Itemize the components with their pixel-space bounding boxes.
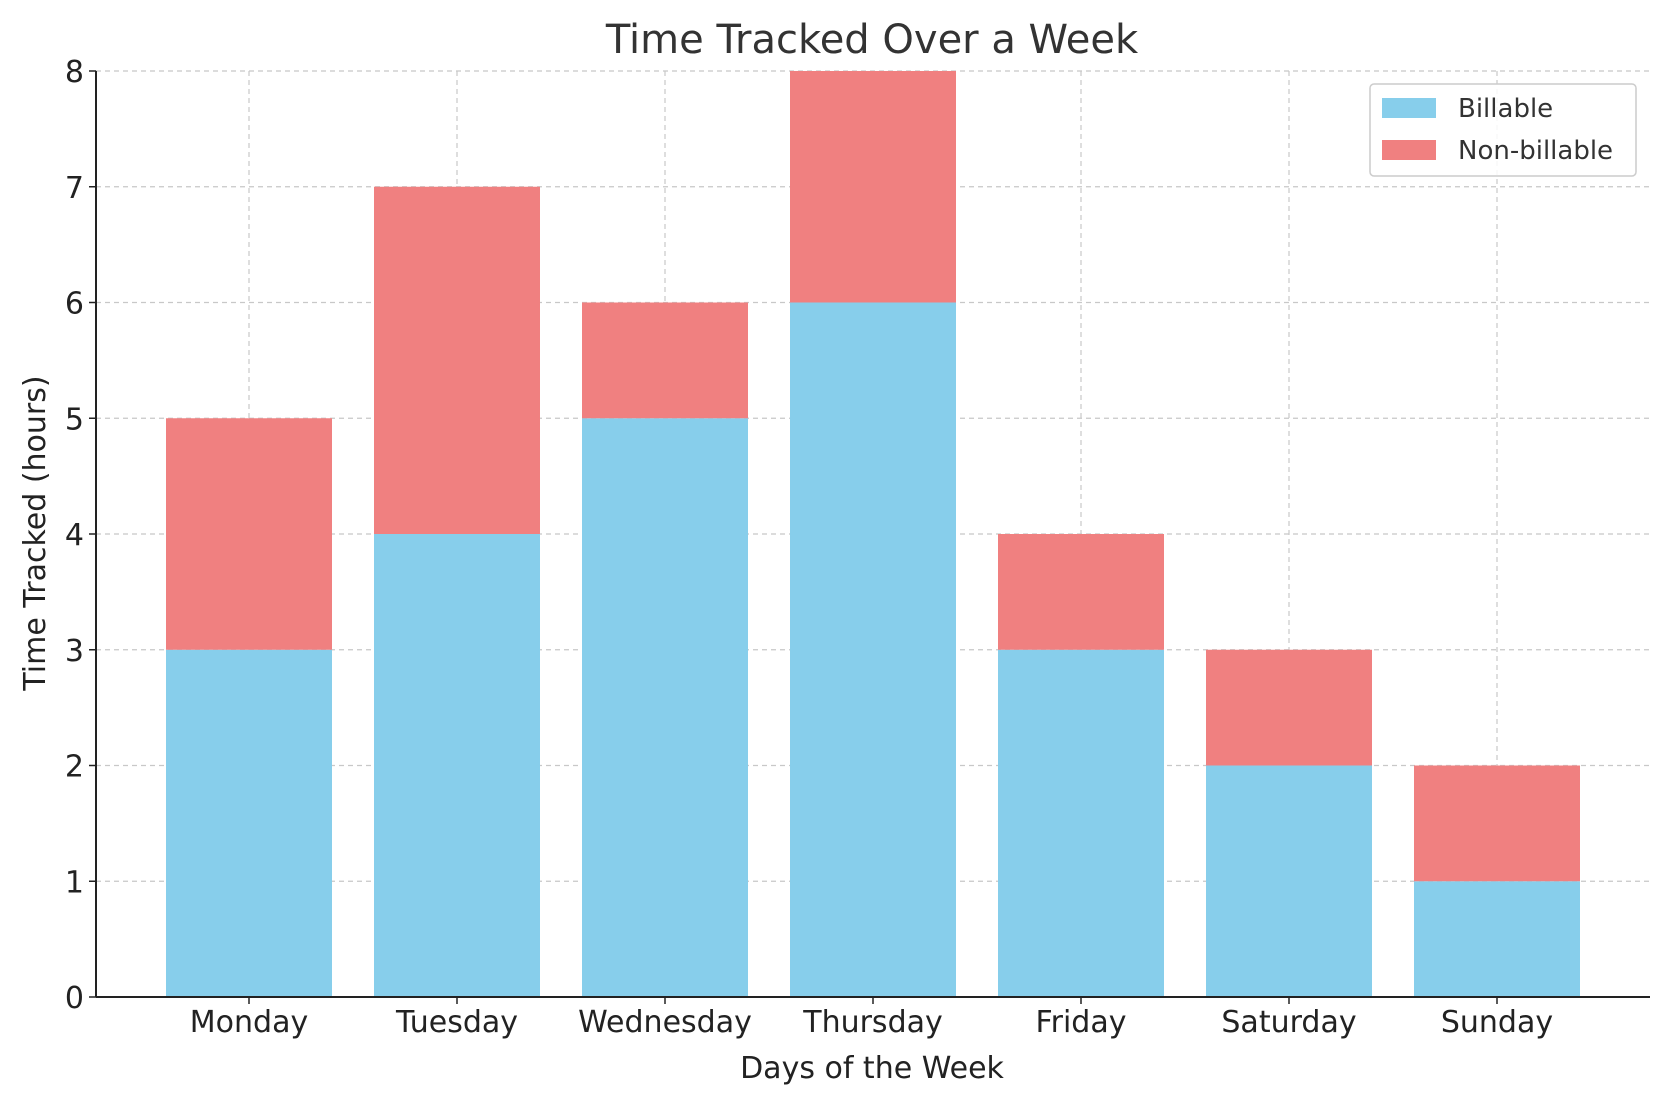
x-axis-label: Days of the Week (740, 1051, 1004, 1086)
y-tick-label: 6 (65, 287, 84, 322)
bar-non-billable-sunday (1414, 765, 1580, 882)
bar-non-billable-thursday (790, 71, 956, 303)
legend-label-non-billable: Non-billable (1458, 136, 1613, 166)
bar-non-billable-saturday (1206, 649, 1372, 766)
bar-billable-saturday (1206, 765, 1372, 997)
y-tick-label: 2 (65, 750, 84, 785)
x-ticks: Monday Tuesday Wednesday Thursday Friday Satu… (190, 997, 1553, 1040)
chart-title: Time Tracked Over a Week (605, 17, 1139, 63)
y-ticks: 0 1 2 3 4 5 6 7 8 (65, 55, 96, 1016)
y-axis-label: Time Tracked (hours) (18, 375, 53, 691)
bar-non-billable-tuesday (374, 186, 540, 534)
bar-billable-thursday (790, 302, 956, 997)
bar-non-billable-friday (998, 534, 1164, 650)
bar-billable-tuesday (374, 534, 540, 997)
y-tick-label: 5 (65, 402, 84, 437)
bar-non-billable-monday (166, 418, 332, 650)
legend-swatch-billable (1382, 98, 1436, 118)
x-tick-label: Sunday (1441, 1005, 1553, 1040)
y-tick-label: 7 (65, 171, 84, 206)
x-tick-label: Monday (190, 1005, 308, 1040)
bar-billable-sunday (1414, 881, 1580, 997)
bar-billable-monday (166, 649, 332, 997)
x-tick-label: Tuesday (395, 1005, 518, 1040)
x-tick-label: Saturday (1221, 1005, 1356, 1040)
y-tick-label: 0 (65, 981, 84, 1016)
x-tick-label: Thursday (802, 1005, 943, 1040)
bar-billable-wednesday (582, 418, 748, 997)
y-tick-label: 3 (65, 634, 84, 669)
legend-label-billable: Billable (1458, 94, 1553, 124)
bars (166, 71, 1580, 997)
y-tick-label: 4 (65, 518, 84, 553)
legend: Billable Non-billable (1369, 83, 1637, 177)
x-tick-label: Wednesday (578, 1005, 752, 1040)
x-tick-label: Friday (1036, 1005, 1127, 1040)
legend-swatch-non-billable (1382, 140, 1436, 160)
y-tick-label: 1 (65, 865, 84, 900)
legend-frame (1369, 83, 1637, 177)
y-tick-label: 8 (65, 55, 84, 90)
bar-billable-friday (998, 649, 1164, 997)
bar-non-billable-wednesday (582, 302, 748, 419)
